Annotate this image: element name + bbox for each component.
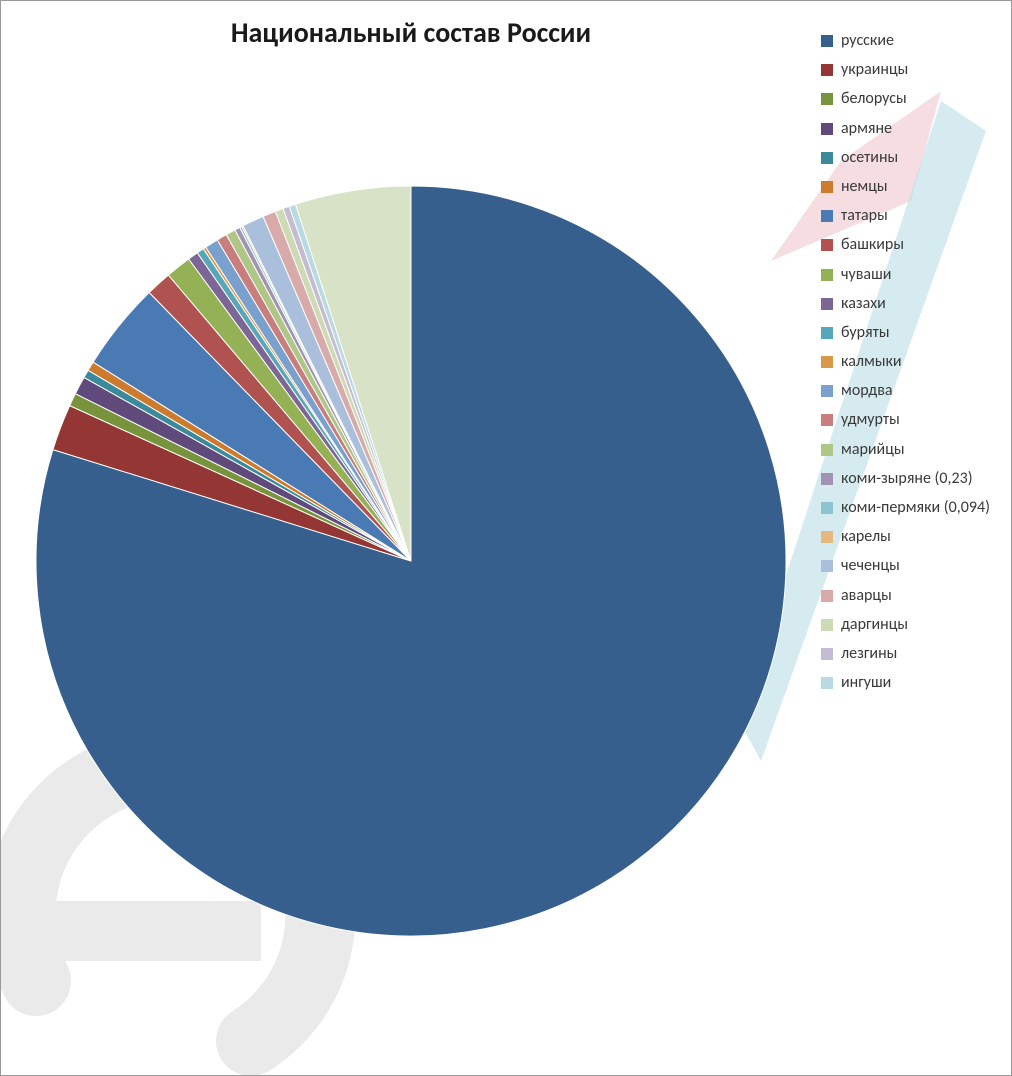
- legend-item: лезгины: [821, 644, 991, 663]
- legend-item: коми-пермяки (0,094): [821, 498, 991, 517]
- legend-swatch: [821, 531, 833, 543]
- legend-label: белорусы: [841, 89, 991, 108]
- legend-swatch: [821, 269, 833, 281]
- legend-item: белорусы: [821, 89, 991, 108]
- legend-item: татары: [821, 206, 991, 225]
- legend-item: мордва: [821, 381, 991, 400]
- legend-swatch: [821, 414, 833, 426]
- legend-swatch: [821, 93, 833, 105]
- legend-item: казахи: [821, 294, 991, 313]
- legend-label: казахи: [841, 294, 991, 313]
- legend-swatch: [821, 473, 833, 485]
- legend-swatch: [821, 327, 833, 339]
- legend-label: чеченцы: [841, 556, 991, 575]
- legend-label: татары: [841, 206, 991, 225]
- legend: русские украинцы белорусы армяне осетины немц…: [821, 31, 991, 702]
- pie-slices: [36, 186, 786, 936]
- legend-label: чуваши: [841, 265, 991, 284]
- legend-label: калмыки: [841, 352, 991, 371]
- legend-label: украинцы: [841, 60, 991, 79]
- legend-item: чуваши: [821, 265, 991, 284]
- legend-swatch: [821, 590, 833, 602]
- legend-item: даргинцы: [821, 615, 991, 634]
- legend-item: карелы: [821, 527, 991, 546]
- legend-swatch: [821, 64, 833, 76]
- legend-swatch: [821, 239, 833, 251]
- legend-label: карелы: [841, 527, 991, 546]
- legend-label: буряты: [841, 323, 991, 342]
- legend-item: украинцы: [821, 60, 991, 79]
- legend-label: осетины: [841, 148, 991, 167]
- legend-swatch: [821, 560, 833, 572]
- legend-item: башкиры: [821, 235, 991, 254]
- legend-item: немцы: [821, 177, 991, 196]
- legend-swatch: [821, 123, 833, 135]
- legend-item: аварцы: [821, 586, 991, 605]
- legend-item: коми-зыряне (0,23): [821, 469, 991, 488]
- legend-item: ингуши: [821, 673, 991, 692]
- legend-label: коми-пермяки (0,094): [841, 498, 991, 517]
- legend-label: лезгины: [841, 644, 991, 663]
- legend-swatch: [821, 677, 833, 689]
- legend-swatch: [821, 298, 833, 310]
- legend-item: армяне: [821, 119, 991, 138]
- legend-label: башкиры: [841, 235, 991, 254]
- legend-swatch: [821, 619, 833, 631]
- legend-swatch: [821, 444, 833, 456]
- legend-swatch: [821, 152, 833, 164]
- legend-item: марийцы: [821, 440, 991, 459]
- legend-item: русские: [821, 31, 991, 50]
- legend-item: осетины: [821, 148, 991, 167]
- legend-item: чеченцы: [821, 556, 991, 575]
- legend-label: аварцы: [841, 586, 991, 605]
- legend-swatch: [821, 35, 833, 47]
- legend-item: буряты: [821, 323, 991, 342]
- legend-label: коми-зыряне (0,23): [841, 469, 991, 488]
- legend-item: удмурты: [821, 410, 991, 429]
- legend-swatch: [821, 502, 833, 514]
- legend-item: калмыки: [821, 352, 991, 371]
- legend-label: марийцы: [841, 440, 991, 459]
- legend-label: мордва: [841, 381, 991, 400]
- legend-swatch: [821, 648, 833, 660]
- legend-swatch: [821, 210, 833, 222]
- legend-label: ингуши: [841, 673, 991, 692]
- legend-swatch: [821, 181, 833, 193]
- legend-label: немцы: [841, 177, 991, 196]
- legend-label: армяне: [841, 119, 991, 138]
- legend-swatch: [821, 385, 833, 397]
- legend-label: даргинцы: [841, 615, 991, 634]
- chart-container: Национальный состав России русскиеукраин…: [0, 0, 1012, 1076]
- legend-swatch: [821, 356, 833, 368]
- legend-label: удмурты: [841, 410, 991, 429]
- legend-label: русские: [841, 31, 991, 50]
